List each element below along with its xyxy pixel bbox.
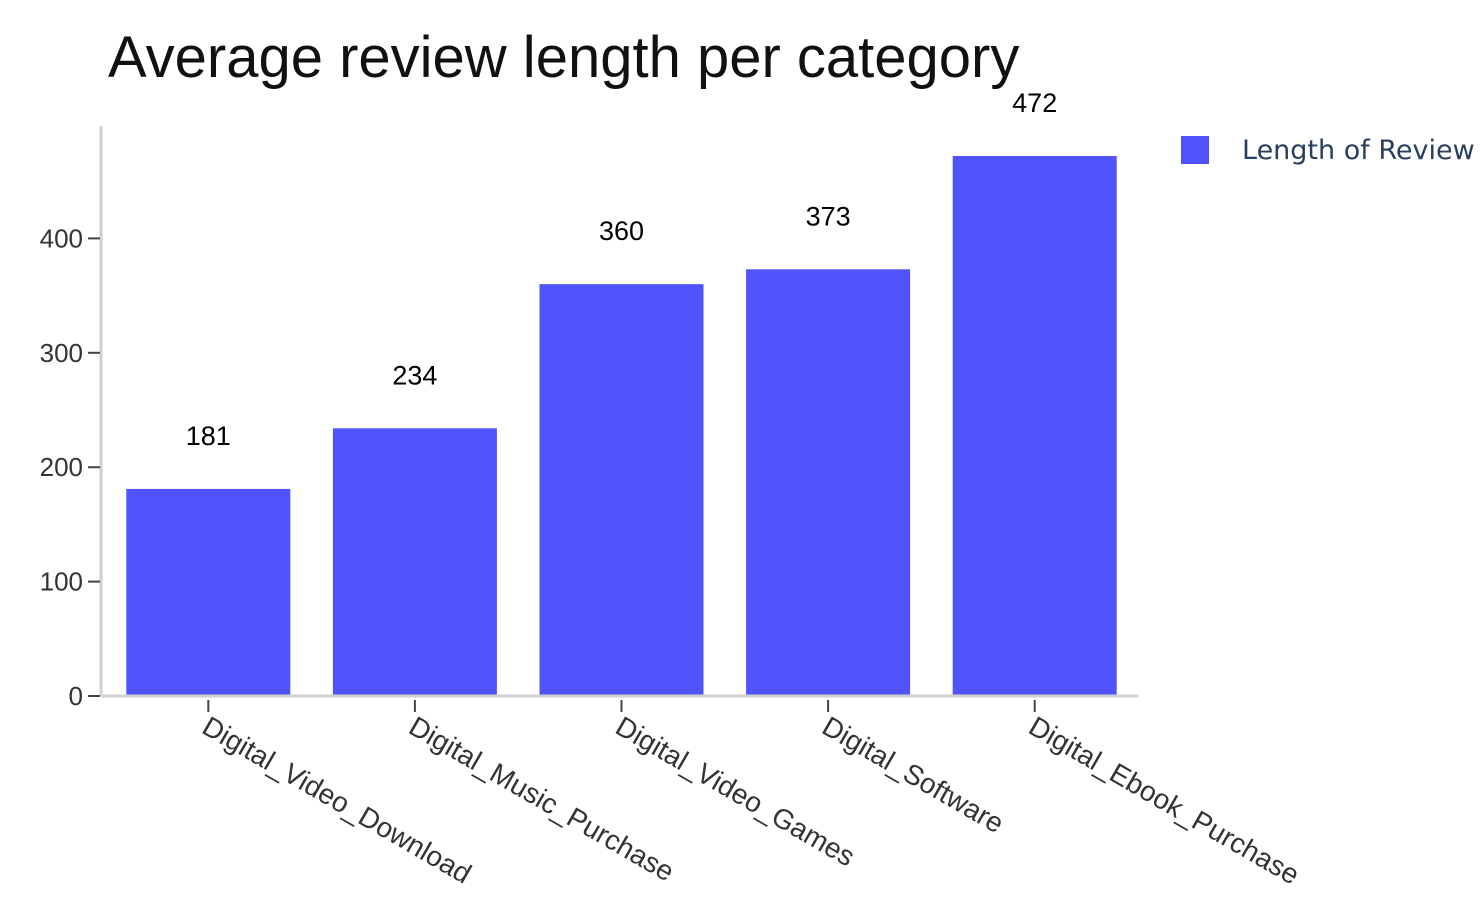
bar xyxy=(539,284,704,695)
bar xyxy=(126,488,291,695)
legend-label: Length of Review xyxy=(1242,135,1475,166)
data-label: 472 xyxy=(1012,88,1057,118)
data-label: 360 xyxy=(599,216,644,246)
data-label: 181 xyxy=(186,421,231,451)
bar xyxy=(746,269,911,695)
y-tick-label: 0 xyxy=(69,681,83,711)
y-tick-label: 300 xyxy=(40,338,83,368)
y-tick-label: 400 xyxy=(40,223,83,253)
data-label: 373 xyxy=(806,201,851,231)
x-tick-label: Digital_Ebook_Purchase xyxy=(1024,710,1305,890)
legend-swatch xyxy=(1181,136,1209,164)
bar xyxy=(332,428,497,695)
chart-title: Average review length per category xyxy=(108,25,1020,90)
data-label: 234 xyxy=(392,360,437,390)
y-tick-label: 200 xyxy=(40,452,83,482)
x-tick-label: Digital_Software xyxy=(817,710,1009,839)
y-tick-label: 100 xyxy=(40,567,83,597)
bar xyxy=(952,156,1117,695)
